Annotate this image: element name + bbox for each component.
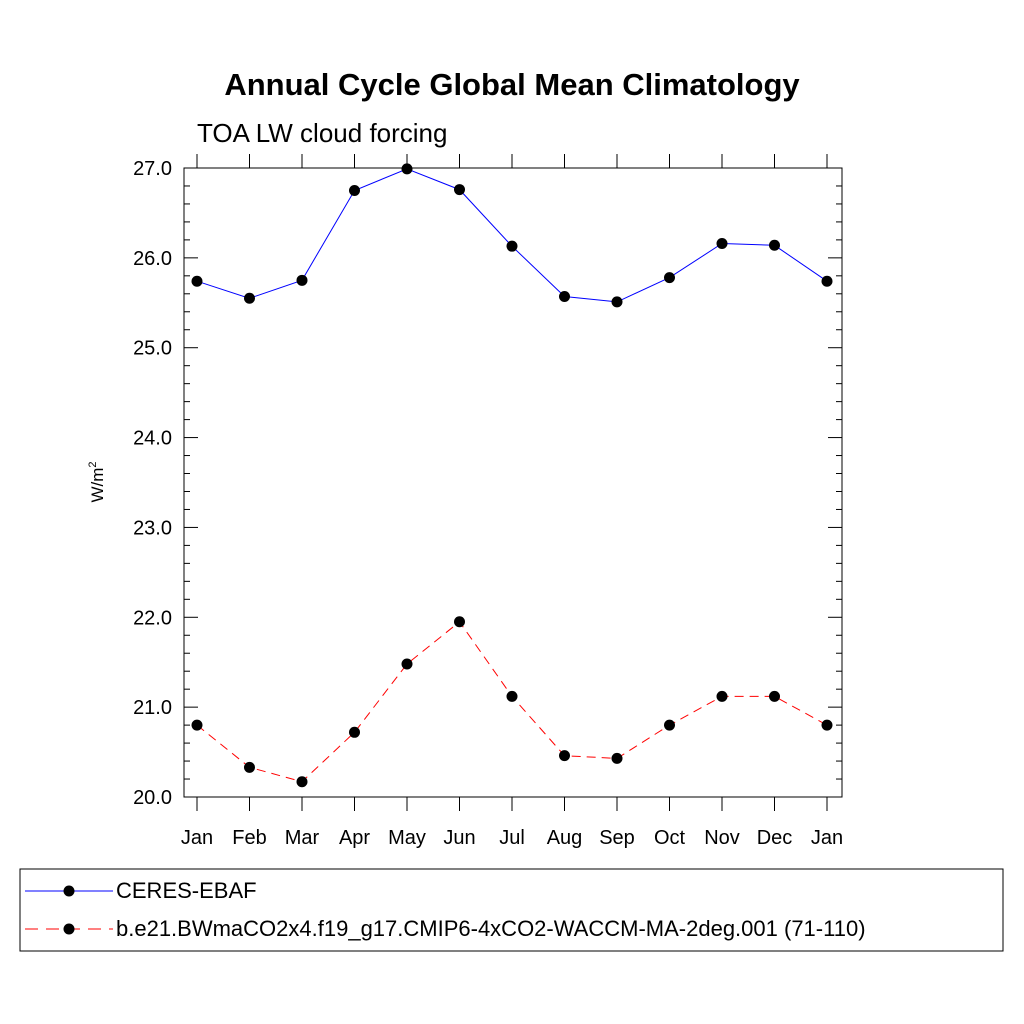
series-2-point — [559, 750, 570, 762]
series-1-point — [821, 275, 833, 287]
series-1-point — [506, 240, 518, 252]
chart-title: Annual Cycle Global Mean Climatology — [224, 67, 800, 102]
series-1-point — [401, 163, 413, 175]
y-tick-label: 26.0 — [133, 248, 172, 270]
series-1 — [191, 163, 833, 308]
series-2-point — [611, 752, 623, 764]
series-1-point — [454, 184, 465, 196]
y-tick-label: 20.0 — [133, 787, 172, 809]
series-1-point — [769, 239, 780, 251]
series-2-point — [191, 719, 203, 731]
legend-label-model: b.e21.BWmaCO2x4.f19_g17.CMIP6-4xCO2-WACC… — [116, 916, 866, 941]
x-tick-label: May — [388, 827, 426, 849]
series-2 — [191, 616, 833, 788]
series-1-point — [611, 296, 623, 308]
legend-entry-model: b.e21.BWmaCO2x4.f19_g17.CMIP6-4xCO2-WACC… — [25, 916, 866, 941]
series-2-point — [401, 658, 413, 670]
legend-marker-ceres — [63, 885, 75, 897]
major-ticks — [184, 154, 842, 811]
series-1-point — [664, 272, 675, 284]
chart-subtitle: TOA LW cloud forcing — [197, 118, 447, 148]
minor-ticks — [184, 185, 842, 780]
series-2-point — [716, 690, 728, 702]
x-tick-labels: Jan Feb Mar Apr May Jun Jul Aug Sep Oct Nov Dec Jan — [181, 827, 843, 849]
y-tick-labels: 20.0 21.0 22.0 23.0 24.0 25.0 26.0 27.0 — [133, 158, 172, 809]
series-2-point — [296, 776, 308, 788]
plot-frame — [183, 167, 843, 798]
y-tick-label: 23.0 — [133, 517, 172, 539]
series-layer — [191, 163, 833, 788]
series-1-point — [349, 184, 360, 196]
series-1-point — [191, 275, 203, 287]
legend-entry-ceres: CERES-EBAF — [25, 878, 257, 903]
series-2-point — [349, 726, 360, 738]
y-tick-label: 24.0 — [133, 428, 172, 450]
x-tick-label: Dec — [757, 827, 793, 849]
series-2-point — [454, 616, 465, 628]
y-tick-label: 27.0 — [133, 158, 172, 180]
x-tick-label: Mar — [285, 827, 320, 849]
series-2-point — [821, 719, 833, 731]
x-tick-label: Jan — [181, 827, 213, 849]
y-tick-label: 25.0 — [133, 338, 172, 360]
x-tick-label: Nov — [704, 827, 740, 849]
y-axis-label: W/m2 — [87, 461, 107, 502]
y-tick-label: 22.0 — [133, 607, 172, 629]
x-tick-label: Sep — [599, 827, 635, 849]
x-tick-label: Jan — [811, 827, 843, 849]
legend-label-ceres: CERES-EBAF — [116, 878, 257, 903]
series-1-point — [559, 290, 570, 302]
series-2-point — [769, 690, 780, 702]
x-tick-label: Jun — [443, 827, 475, 849]
x-tick-label: Apr — [339, 827, 370, 849]
series-1-point — [296, 274, 308, 286]
x-tick-label: Feb — [232, 827, 266, 849]
series-1-point — [244, 292, 255, 304]
legend-marker-model — [63, 923, 75, 935]
x-tick-label: Aug — [547, 827, 583, 849]
series-2-point — [506, 690, 518, 702]
legend-box — [19, 868, 1004, 952]
y-tick-label: 21.0 — [133, 697, 172, 719]
x-tick-label: Oct — [654, 827, 686, 849]
series-line-1 — [196, 168, 828, 303]
x-tick-label: Jul — [499, 827, 525, 849]
series-2-point — [244, 761, 255, 773]
series-1-point — [716, 237, 728, 249]
series-2-point — [664, 719, 675, 731]
